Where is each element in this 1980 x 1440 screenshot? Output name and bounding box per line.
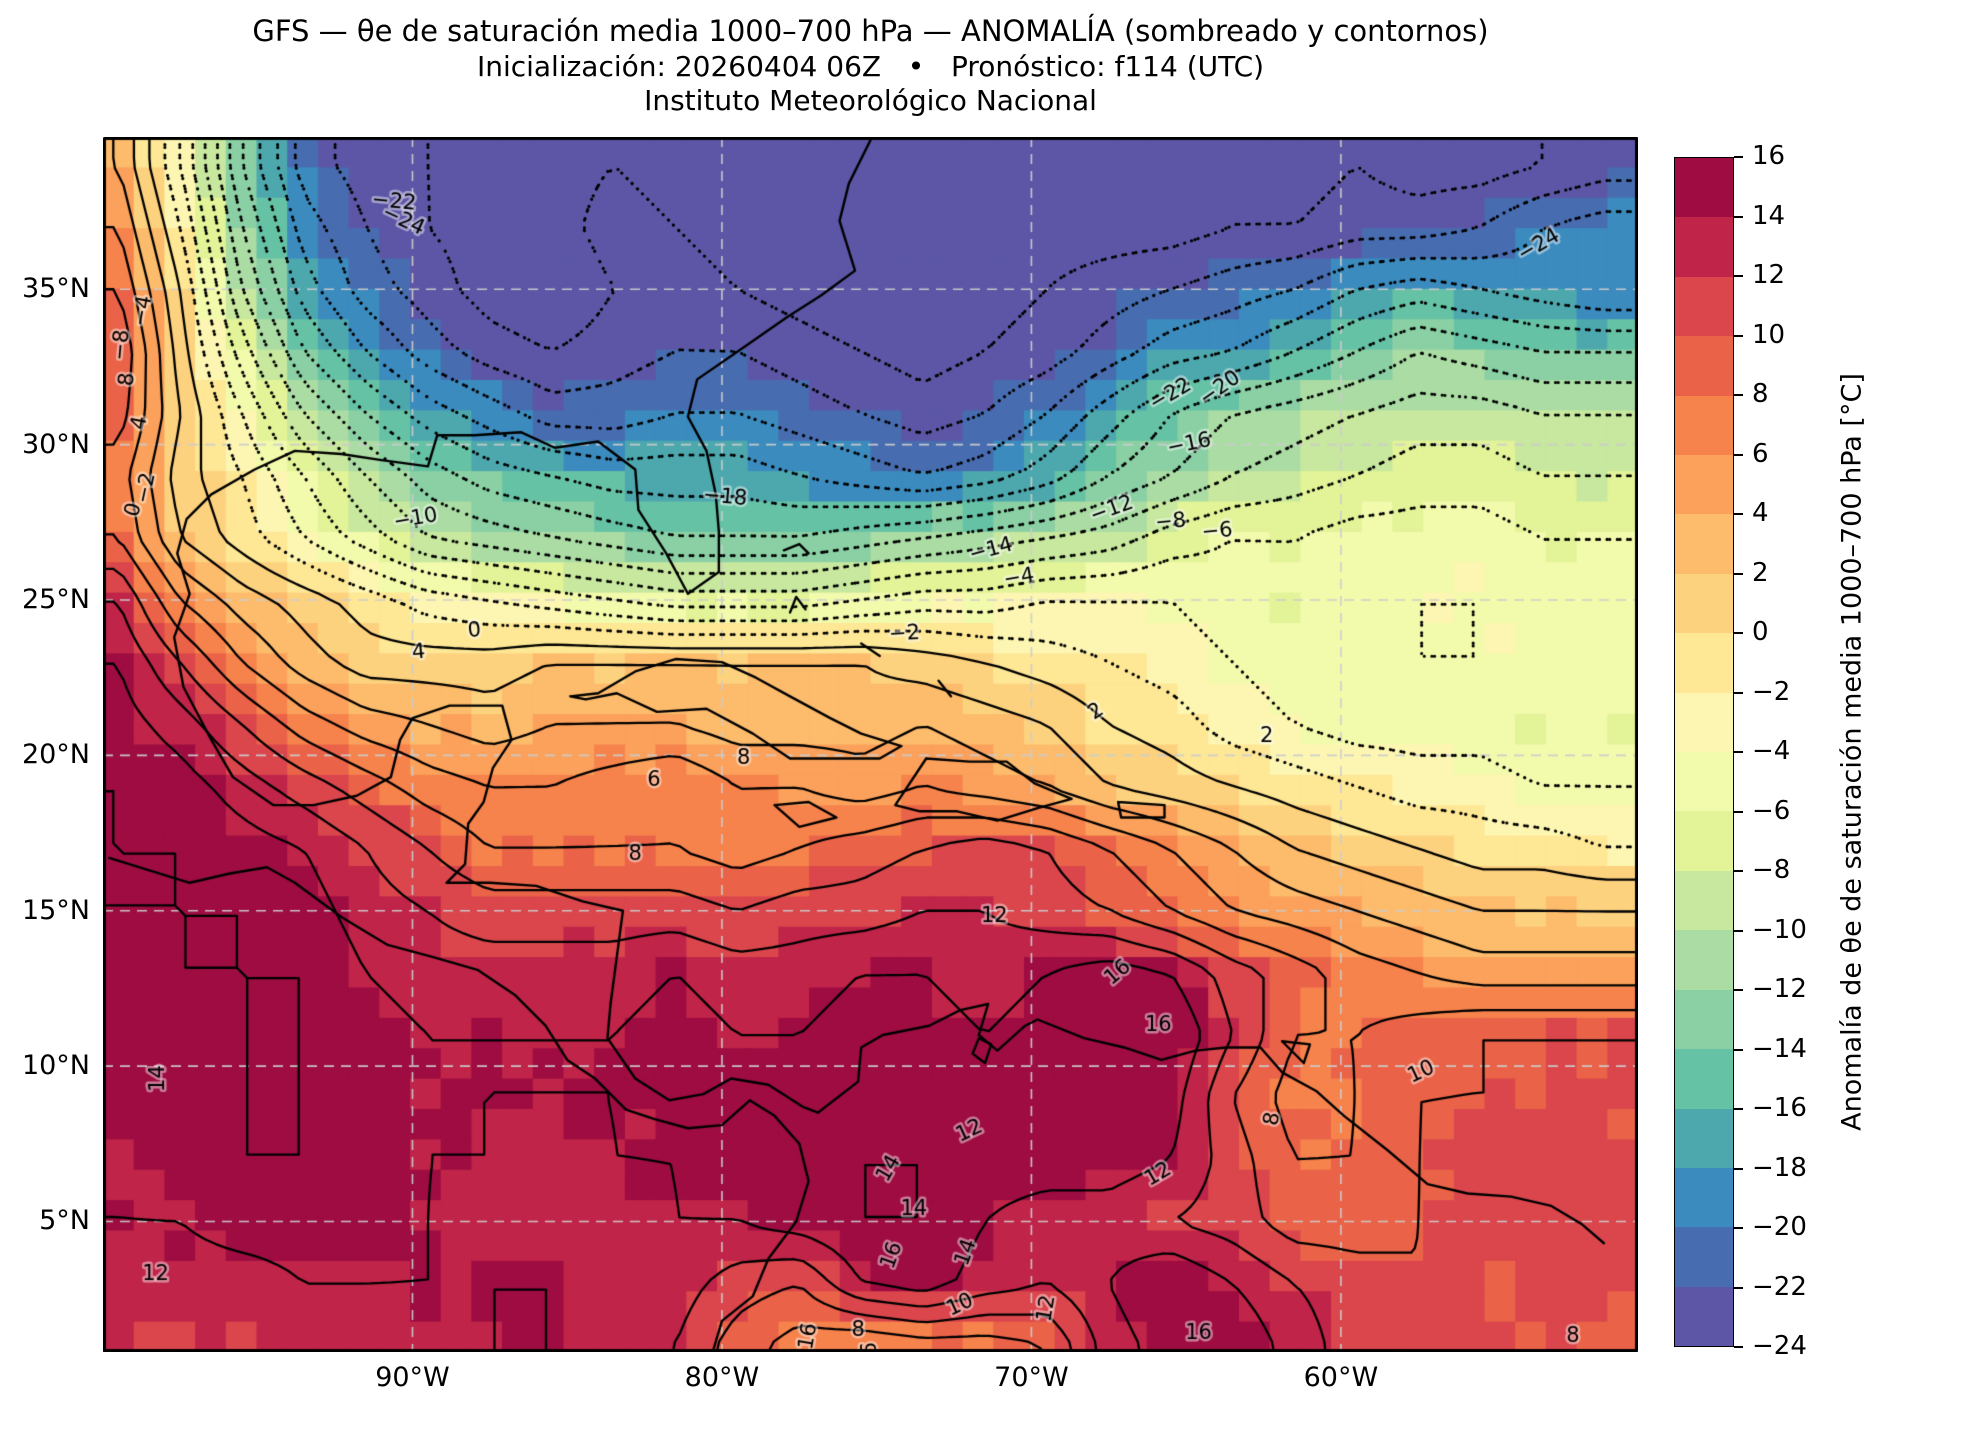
lon-tick-label: 80°W bbox=[684, 1362, 760, 1393]
lon-tick-label: 90°W bbox=[375, 1362, 450, 1393]
colorbar-tick bbox=[1734, 929, 1743, 932]
colorbar-tick-label: −2 bbox=[1752, 676, 1791, 707]
colorbar-cell bbox=[1675, 1286, 1733, 1347]
colorbar-tick bbox=[1734, 156, 1743, 159]
colorbar-tick bbox=[1734, 215, 1743, 218]
chart-subtitle: Inicialización: 20260404 06Z • Pronóstic… bbox=[476, 50, 1265, 83]
colorbar-cell bbox=[1675, 514, 1733, 574]
colorbar-cell bbox=[1675, 633, 1733, 693]
colorbar-tick-label: −12 bbox=[1752, 974, 1807, 1004]
colorbar-cell bbox=[1675, 870, 1733, 931]
colorbar-tick bbox=[1734, 1227, 1743, 1230]
colorbar bbox=[1674, 157, 1734, 1347]
colorbar-tick-label: −8 bbox=[1752, 855, 1791, 885]
lat-tick-label: 5°N bbox=[39, 1205, 90, 1237]
colorbar-tick-label: 0 bbox=[1752, 617, 1769, 647]
colorbar-cell bbox=[1675, 336, 1733, 396]
anomaly-map-canvas bbox=[103, 137, 1638, 1352]
colorbar-cell bbox=[1675, 573, 1733, 634]
colorbar-tick-label: −20 bbox=[1752, 1212, 1807, 1242]
colorbar-tick bbox=[1734, 275, 1743, 278]
chart-title: GFS — θe de saturación media 1000–700 hP… bbox=[252, 14, 1489, 48]
colorbar-tick bbox=[1734, 632, 1743, 635]
colorbar-tick-label: 16 bbox=[1752, 141, 1786, 171]
lat-tick-label: 30°N bbox=[21, 428, 90, 460]
colorbar-tick bbox=[1734, 394, 1743, 397]
lat-tick-label: 35°N bbox=[21, 273, 90, 305]
lat-tick-label: 15°N bbox=[21, 894, 90, 926]
colorbar-tick-label: −6 bbox=[1752, 795, 1791, 826]
colorbar-tick-label: −24 bbox=[1752, 1331, 1807, 1361]
colorbar-tick bbox=[1734, 1286, 1743, 1289]
colorbar-tick bbox=[1734, 1167, 1743, 1170]
colorbar-tick-label: −14 bbox=[1752, 1033, 1807, 1064]
colorbar-tick bbox=[1734, 751, 1743, 754]
colorbar-tick bbox=[1734, 334, 1743, 337]
colorbar-cell bbox=[1675, 217, 1733, 277]
colorbar-cell bbox=[1675, 752, 1733, 812]
colorbar-tick bbox=[1734, 989, 1743, 992]
colorbar-tick-label: 2 bbox=[1752, 557, 1769, 588]
lat-tick-label: 10°N bbox=[21, 1050, 90, 1082]
colorbar-tick-label: −16 bbox=[1752, 1093, 1807, 1123]
colorbar-tick bbox=[1734, 453, 1743, 456]
colorbar-tick-label: 14 bbox=[1752, 200, 1786, 231]
lat-tick-label: 25°N bbox=[21, 584, 90, 615]
colorbar-tick-label: 6 bbox=[1752, 438, 1769, 469]
colorbar-tick bbox=[1734, 810, 1743, 813]
colorbar-cell bbox=[1675, 395, 1733, 456]
colorbar-tick bbox=[1734, 691, 1743, 694]
colorbar-tick-label: 12 bbox=[1752, 260, 1786, 290]
colorbar-tick-label: 4 bbox=[1752, 498, 1769, 528]
colorbar-cell bbox=[1675, 276, 1733, 337]
chart-institution: Instituto Meteorológico Nacional bbox=[644, 84, 1097, 117]
colorbar-cell bbox=[1675, 811, 1733, 871]
colorbar-cell bbox=[1675, 989, 1733, 1050]
colorbar-cell bbox=[1675, 1108, 1733, 1168]
colorbar-tick-label: −22 bbox=[1752, 1271, 1807, 1302]
colorbar-tick-label: −4 bbox=[1752, 736, 1791, 766]
colorbar-tick-label: −10 bbox=[1752, 914, 1807, 945]
colorbar-tick bbox=[1734, 1048, 1743, 1051]
colorbar-tick bbox=[1734, 513, 1743, 516]
colorbar-tick bbox=[1734, 870, 1743, 873]
lon-tick-label: 70°W bbox=[994, 1362, 1069, 1393]
colorbar-tick bbox=[1734, 572, 1743, 575]
colorbar-cell bbox=[1675, 930, 1733, 990]
colorbar-cell bbox=[1675, 1227, 1733, 1287]
colorbar-cell bbox=[1675, 1049, 1733, 1109]
colorbar-tick bbox=[1734, 1108, 1743, 1111]
colorbar-tick-label: 8 bbox=[1752, 379, 1769, 409]
colorbar-cell bbox=[1675, 158, 1733, 218]
colorbar-tick bbox=[1734, 1346, 1743, 1349]
colorbar-cell bbox=[1675, 692, 1733, 753]
colorbar-tick-label: −18 bbox=[1752, 1152, 1807, 1183]
colorbar-cell bbox=[1675, 455, 1733, 515]
colorbar-cell bbox=[1675, 1167, 1733, 1228]
colorbar-axis-label: Anomalía de θe de saturación media 1000–… bbox=[1836, 373, 1868, 1131]
colorbar-tick-label: 10 bbox=[1752, 319, 1786, 350]
lat-tick-label: 20°N bbox=[21, 739, 90, 771]
map-plot bbox=[103, 137, 1638, 1352]
lon-tick-label: 60°W bbox=[1303, 1362, 1379, 1393]
